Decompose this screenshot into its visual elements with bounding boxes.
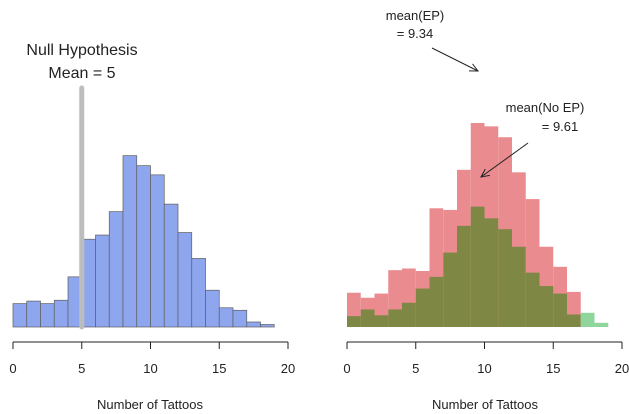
left-bar-s0-x13 — [192, 258, 206, 327]
left-bar-s0-x6 — [96, 235, 110, 327]
right-bar-s1-x3 — [388, 309, 402, 327]
right-tick-label-15: 15 — [546, 361, 560, 376]
left-tick-label-5: 5 — [78, 361, 85, 376]
left-bar-s0-x1 — [27, 301, 41, 327]
left-bar-s0-x2 — [41, 304, 55, 327]
left-bar-s0-x17 — [247, 322, 261, 327]
right-bar-s1-x2 — [375, 315, 389, 327]
right-tick-label-5: 5 — [412, 361, 419, 376]
left-bar-s0-x10 — [151, 175, 165, 327]
right-bar-s1-x7 — [443, 253, 457, 327]
right-bar-s1-x18 — [595, 323, 609, 327]
right-bar-s1-x14 — [540, 286, 554, 327]
right-tick-label-10: 10 — [477, 361, 491, 376]
left-bar-s0-x7 — [109, 212, 123, 327]
left-bar-s0-x3 — [54, 300, 68, 327]
right-histogram-panel: 0 5 10 15 20 — [343, 123, 629, 376]
right-bar-s1-x16 — [567, 314, 581, 327]
right-bar-s1-x10 — [485, 218, 499, 327]
right-x-axis-label: Number of Tattoos — [432, 397, 538, 412]
left-bar-s0-x11 — [164, 204, 178, 327]
left-tick-label-0: 0 — [9, 361, 16, 376]
left-bar-s0-x9 — [137, 166, 151, 327]
right-bar-s1-x4 — [402, 303, 416, 327]
right-bar-s1-x17 — [581, 313, 595, 327]
right-bar-s1-x1 — [361, 309, 375, 327]
mean-noep-value: = 9.61 — [542, 119, 579, 134]
right-bar-s1-x11 — [498, 229, 512, 327]
right-bar-s1-x6 — [430, 277, 444, 327]
null-hypothesis-label: Null Hypothesis — [26, 42, 137, 59]
left-tick-label-10: 10 — [143, 361, 157, 376]
mean-ep-label: mean(EP) — [386, 8, 445, 23]
left-tick-label-15: 15 — [212, 361, 226, 376]
right-bar-s1-x12 — [512, 247, 526, 327]
right-tick-label-20: 20 — [615, 361, 629, 376]
left-bar-s0-x16 — [233, 310, 247, 327]
left-bar-s0-x18 — [261, 324, 275, 327]
left-x-axis-label: Number of Tattoos — [97, 397, 203, 412]
left-bar-s0-x8 — [123, 156, 137, 327]
left-bar-s0-x0 — [13, 304, 27, 327]
right-bar-s1-x0 — [347, 316, 361, 327]
null-hypothesis-annotation: Null Hypothesis Mean = 5 — [26, 42, 137, 82]
right-bar-s1-x15 — [553, 294, 567, 327]
null-mean-label: Mean = 5 — [48, 65, 115, 82]
right-bar-s1-x8 — [457, 226, 471, 327]
mean-noep-label: mean(No EP) — [506, 100, 585, 115]
left-bar-s0-x15 — [219, 308, 233, 327]
left-histogram-panel: 0 5 10 15 20 — [9, 88, 295, 376]
mean-ep-value: = 9.34 — [397, 26, 434, 41]
left-bar-s0-x14 — [206, 290, 220, 327]
right-bar-s1-x9 — [471, 207, 485, 327]
left-bar-s0-x12 — [178, 233, 192, 327]
right-bar-s1-x5 — [416, 289, 430, 327]
mean-ep-arrow — [432, 48, 478, 71]
right-bar-s1-x13 — [526, 273, 540, 327]
left-tick-label-20: 20 — [281, 361, 295, 376]
right-tick-label-0: 0 — [343, 361, 350, 376]
